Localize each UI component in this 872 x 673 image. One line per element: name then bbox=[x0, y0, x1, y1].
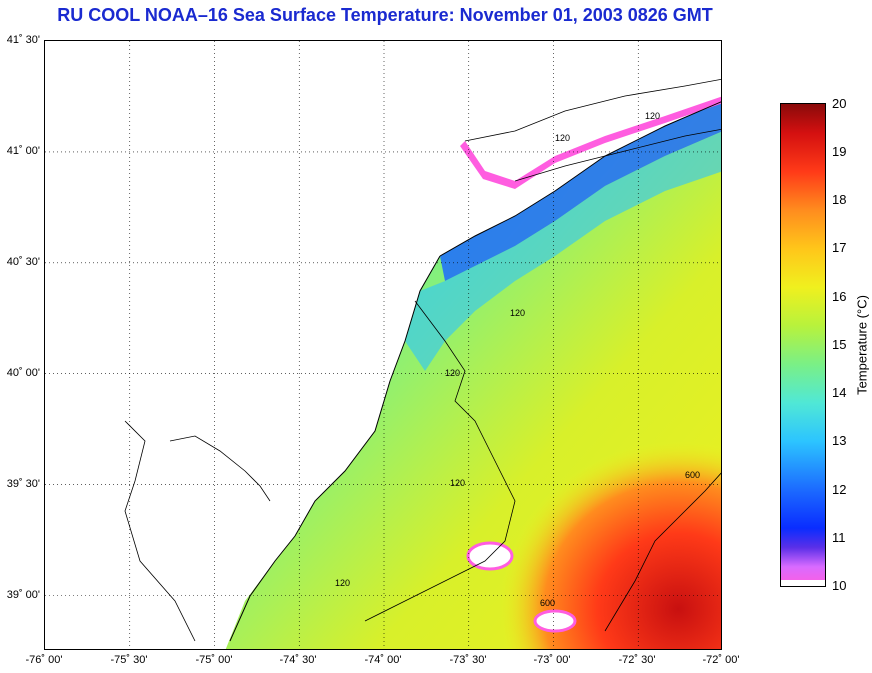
isobath-label: 600 bbox=[685, 470, 700, 480]
coastline bbox=[229, 255, 441, 642]
isobath-label: 120 bbox=[450, 478, 465, 488]
lon-label: -73˚ 00' bbox=[533, 654, 571, 666]
colorbar-tick: 20 bbox=[832, 96, 847, 111]
lat-label: 41˚ 00' bbox=[6, 145, 40, 157]
isobath-label: 120 bbox=[510, 308, 525, 318]
colorbar-land-swatch bbox=[780, 580, 826, 587]
isobath-label: 120 bbox=[445, 368, 460, 378]
isobath-label: 120 bbox=[645, 111, 660, 121]
colorbar-tick: 10 bbox=[832, 578, 847, 593]
lon-label: -76˚ 00' bbox=[25, 654, 63, 666]
isobath-120 bbox=[364, 300, 516, 622]
colorbar-tick: 17 bbox=[832, 240, 847, 255]
colorbar-tick: 16 bbox=[832, 289, 847, 304]
long-island-coast bbox=[439, 101, 721, 257]
lon-label: -72˚ 00' bbox=[702, 654, 740, 666]
colorbar-tick: 13 bbox=[832, 433, 847, 448]
colorbar-tick: 15 bbox=[832, 337, 847, 352]
lat-label: 39˚ 00' bbox=[6, 589, 40, 601]
lon-label: -74˚ 00' bbox=[364, 654, 402, 666]
lon-label: -72˚ 30' bbox=[618, 654, 656, 666]
lat-label: 41˚ 30' bbox=[6, 34, 40, 46]
land-mass bbox=[45, 41, 721, 649]
lat-label: 40˚ 00' bbox=[6, 367, 40, 379]
colorbar-tick: 11 bbox=[832, 530, 846, 545]
lon-label: -73˚ 30' bbox=[449, 654, 487, 666]
sst-map-canvas: 120 120 120 120 120 120 600 600 bbox=[45, 41, 721, 649]
lon-label: -74˚ 30' bbox=[279, 654, 317, 666]
ct-coast bbox=[464, 78, 721, 142]
lon-label: -75˚ 00' bbox=[195, 654, 233, 666]
isobath-label: 600 bbox=[540, 598, 555, 608]
warm-core bbox=[425, 371, 721, 649]
colorbar-tick: 12 bbox=[832, 482, 847, 497]
map-title: RU COOL NOAA–16 Sea Surface Temperature:… bbox=[57, 5, 713, 25]
colorbar-label: Temperature (°C) bbox=[854, 295, 870, 395]
lon-label: -75˚ 30' bbox=[110, 654, 148, 666]
lat-label: 40˚ 30' bbox=[6, 256, 40, 268]
isobath-shelf-north bbox=[514, 128, 721, 182]
isobath-label: 120 bbox=[335, 578, 350, 588]
isobath-600 bbox=[604, 472, 721, 632]
cloud-patch-sw bbox=[533, 609, 577, 633]
cloud-edge-north bbox=[460, 96, 721, 189]
delaware-coast bbox=[124, 420, 271, 642]
isobath-label: 120 bbox=[555, 133, 570, 143]
colorbar-tick: 18 bbox=[832, 192, 847, 207]
graticule bbox=[45, 41, 721, 649]
colorbar-tick: 19 bbox=[832, 144, 847, 159]
temperature-colorbar bbox=[780, 103, 826, 587]
lat-label: 39˚ 30' bbox=[6, 478, 40, 490]
cold-shelf-band bbox=[440, 101, 721, 281]
sst-map[interactable]: 120 120 120 120 120 120 600 600 bbox=[44, 40, 722, 650]
cool-shelf-band bbox=[405, 131, 721, 371]
colorbar-tick: 14 bbox=[832, 385, 847, 400]
